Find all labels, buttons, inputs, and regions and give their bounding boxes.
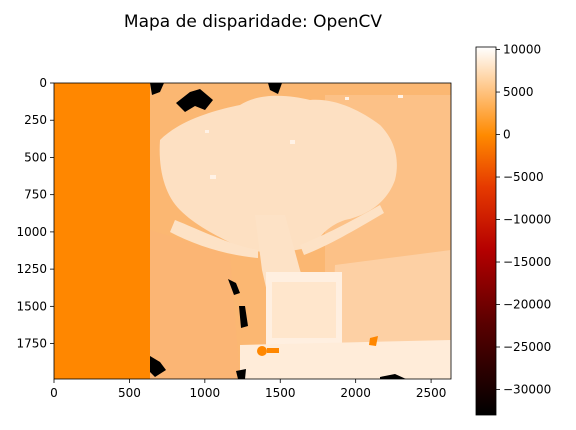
light-flecks-4 bbox=[398, 95, 403, 98]
black-patch-bottom-right bbox=[380, 374, 406, 379]
lower-left-region bbox=[150, 230, 240, 379]
black-patch-bottom bbox=[236, 369, 246, 379]
orange-notch-right bbox=[369, 336, 378, 346]
y-axis-ticks: 0 250 500 750 1000 1250 1500 1750 bbox=[16, 76, 54, 351]
tree-branch-right bbox=[300, 205, 384, 255]
y-tick-label: 0 bbox=[39, 76, 47, 90]
orange-blob-2 bbox=[267, 348, 279, 353]
colorbar-tick-label: −30000 bbox=[503, 383, 551, 397]
y-tick-label: 500 bbox=[24, 150, 47, 164]
plot-frame bbox=[53, 82, 452, 380]
heatmap-image bbox=[54, 83, 451, 379]
x-tick-label: 500 bbox=[118, 386, 141, 400]
black-patch-top bbox=[176, 89, 213, 112]
invalid-left-band bbox=[54, 83, 150, 379]
light-flecks-5 bbox=[210, 175, 216, 179]
tree-canopy bbox=[159, 95, 397, 253]
colorbar-tick-label: −25000 bbox=[503, 340, 551, 354]
y-tick-label: 1500 bbox=[16, 299, 47, 313]
x-tick-label: 1500 bbox=[265, 386, 296, 400]
y-tick-label: 1250 bbox=[16, 262, 47, 276]
y-tick-label: 750 bbox=[24, 188, 47, 202]
colorbar-tick-label: −5000 bbox=[503, 170, 544, 184]
colorbar-ticks: 10000 5000 0 −5000 −10000 −15000 −20000 −25000 −… bbox=[496, 43, 551, 397]
black-patch-bottom-left bbox=[150, 356, 166, 377]
black-patch-mid bbox=[239, 306, 248, 328]
pot-inner bbox=[272, 282, 336, 338]
y-tick-label: 1750 bbox=[16, 337, 47, 351]
black-patch-top-mid bbox=[268, 83, 282, 94]
orange-blob bbox=[257, 346, 267, 356]
colorbar bbox=[475, 46, 497, 416]
y-tick-label: 250 bbox=[24, 113, 47, 127]
pot-base bbox=[240, 340, 451, 379]
light-flecks-2 bbox=[290, 140, 295, 144]
colorbar-tick-label: −20000 bbox=[503, 298, 551, 312]
light-flecks-3 bbox=[345, 97, 349, 100]
light-flecks-1 bbox=[205, 130, 209, 133]
chart-title: Mapa de disparidade: OpenCV bbox=[124, 12, 383, 32]
black-patch-left-diag bbox=[228, 279, 240, 295]
x-tick-label: 1000 bbox=[190, 386, 221, 400]
x-tick-label: 0 bbox=[50, 386, 58, 400]
x-tick-label: 2500 bbox=[416, 386, 447, 400]
colorbar-tick-label: −15000 bbox=[503, 255, 551, 269]
x-tick-label: 2000 bbox=[340, 386, 371, 400]
tree-branch-left bbox=[170, 220, 258, 258]
colorbar-tick-label: 10000 bbox=[503, 43, 541, 57]
colorbar-tick-label: 0 bbox=[503, 128, 511, 142]
colorbar-tick-label: 5000 bbox=[503, 85, 534, 99]
colorbar-tick-label: −10000 bbox=[503, 213, 551, 227]
y-tick-label: 1000 bbox=[16, 225, 47, 239]
x-axis-ticks: 0 500 1000 1500 2000 2500 bbox=[50, 379, 446, 400]
black-patch-top-left bbox=[150, 83, 164, 95]
